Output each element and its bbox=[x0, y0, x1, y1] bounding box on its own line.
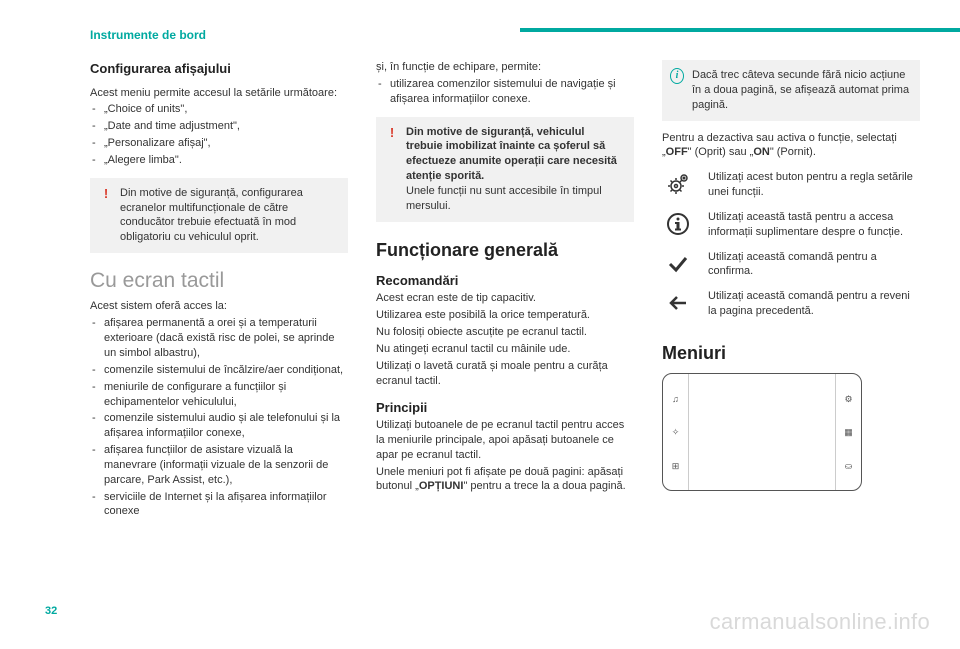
info-note: i Dacă trec câteva secunde fără nicio ac… bbox=[662, 60, 920, 121]
list-item: „Alegere limba". bbox=[90, 153, 348, 168]
list-item: serviciile de Internet și la afișarea in… bbox=[90, 490, 348, 520]
list-item: comenzile sistemului de încălzire/aer co… bbox=[90, 363, 348, 378]
columns: Configurarea afișajului Acest meniu perm… bbox=[90, 60, 920, 525]
warning-icon: ! bbox=[98, 186, 114, 202]
list-item: afișarea permanentă a orei și a temperat… bbox=[90, 316, 348, 361]
info-icon: i bbox=[670, 68, 684, 84]
icon-desc: Utilizați această comandă pentru a confi… bbox=[708, 250, 920, 280]
list-item: comenzile sistemului audio și ale telefo… bbox=[90, 411, 348, 441]
rec-line: Utilizarea este posibilă la orice temper… bbox=[376, 308, 634, 323]
warning-rest: Unele funcții nu sunt accesibile în timp… bbox=[406, 185, 602, 212]
settings-list: „Choice of units", „Date and time adjust… bbox=[90, 102, 348, 167]
icon-row-settings: Utilizați acest buton pentru a regla set… bbox=[662, 170, 920, 200]
screen-right-icons: ⚙ ▦ ⛀ bbox=[835, 374, 861, 490]
intro2-text: Acest sistem oferă acces la: bbox=[90, 299, 348, 314]
info-circle-icon bbox=[662, 210, 694, 236]
page-number: 32 bbox=[45, 605, 57, 617]
col2-list: utilizarea comenzilor sistemului de navi… bbox=[376, 77, 634, 107]
touchscreen-mock: ♫ ✧ ⊞ ⚙ ▦ ⛀ bbox=[662, 373, 862, 491]
warning-icon: ! bbox=[384, 125, 400, 141]
back-arrow-icon bbox=[662, 289, 694, 315]
col2-top: și, în funcție de echipare, permite: bbox=[376, 60, 634, 75]
apps-icon: ⊞ bbox=[672, 460, 680, 472]
column-2: și, în funcție de echipare, permite: uti… bbox=[376, 60, 634, 525]
warning-text: Din motive de siguranță, configurarea ec… bbox=[120, 187, 303, 244]
icon-row-confirm: Utilizați această comandă pentru a confi… bbox=[662, 250, 920, 280]
warning-note-2: ! Din motive de siguranță, vehiculul tre… bbox=[376, 117, 634, 222]
princ-line: Utilizați butoanele de pe ecranul tactil… bbox=[376, 418, 634, 463]
nav-icon: ✧ bbox=[672, 426, 680, 438]
icon-desc: Utilizați acest buton pentru a regla set… bbox=[708, 170, 920, 200]
list-item: „Choice of units", bbox=[90, 102, 348, 117]
column-3: i Dacă trec câteva secunde fără nicio ac… bbox=[662, 60, 920, 525]
touchscreen-heading: Cu ecran tactil bbox=[90, 267, 348, 295]
list-item: „Date and time adjustment", bbox=[90, 119, 348, 134]
warning-text: Din motive de siguranță, vehiculul trebu… bbox=[406, 126, 617, 212]
settings-icon: ⚙ bbox=[844, 393, 852, 405]
check-icon bbox=[662, 250, 694, 276]
principles-heading: Principii bbox=[376, 399, 634, 417]
icon-row-info: Utilizați această tastă pentru a accesa … bbox=[662, 210, 920, 240]
rec-line: Acest ecran este de tip capacitiv. bbox=[376, 291, 634, 306]
rec-line: Nu atingeți ecranul tactil cu mâinile ud… bbox=[376, 342, 634, 357]
car-icon: ⛀ bbox=[845, 460, 853, 472]
list-item: afișarea funcțiilor de asistare vizuală … bbox=[90, 443, 348, 488]
section-title: Instrumente de bord bbox=[90, 28, 920, 42]
rec-line: Nu folosiți obiecte ascuțite pe ecranul … bbox=[376, 325, 634, 340]
warning-bold: Din motive de siguranță, vehiculul trebu… bbox=[406, 126, 617, 183]
icon-desc: Utilizați această tastă pentru a accesa … bbox=[708, 210, 920, 240]
rec-line: Utilizați o lavetă curată și moale pentr… bbox=[376, 359, 634, 389]
page: Instrumente de bord Configurarea afișaju… bbox=[0, 0, 960, 649]
info-text: Dacă trec câteva secunde fără nicio acți… bbox=[692, 69, 909, 111]
recommendations-heading: Recomandări bbox=[376, 272, 634, 290]
menus-heading: Meniuri bbox=[662, 341, 920, 365]
config-title: Configurarea afișajului bbox=[90, 60, 348, 78]
icon-row-back: Utilizați această comandă pentru a reven… bbox=[662, 289, 920, 319]
watermark: carmanualsonline.info bbox=[710, 609, 930, 635]
list-item: meniurile de configurare a funcțiilor și… bbox=[90, 380, 348, 410]
music-icon: ♫ bbox=[672, 393, 679, 405]
icon-desc: Utilizați această comandă pentru a reven… bbox=[708, 289, 920, 319]
features-list: afișarea permanentă a orei și a temperat… bbox=[90, 316, 348, 519]
general-heading: Funcționare generală bbox=[376, 238, 634, 262]
screen-center bbox=[689, 374, 835, 490]
list-item: utilizarea comenzilor sistemului de navi… bbox=[376, 77, 634, 107]
warning-note-1: ! Din motive de siguranță, configurarea … bbox=[90, 178, 348, 253]
grid-icon: ▦ bbox=[844, 426, 853, 438]
screen-left-icons: ♫ ✧ ⊞ bbox=[663, 374, 689, 490]
list-item: „Personalizare afișaj", bbox=[90, 136, 348, 151]
princ-line2: Unele meniuri pot fi afișate pe două pag… bbox=[376, 465, 634, 495]
gear-icon bbox=[662, 170, 694, 196]
onoff-para: Pentru a dezactiva sau activa o funcție,… bbox=[662, 131, 920, 161]
column-1: Configurarea afișajului Acest meniu perm… bbox=[90, 60, 348, 525]
intro-text: Acest meniu permite accesul la setările … bbox=[90, 86, 348, 101]
